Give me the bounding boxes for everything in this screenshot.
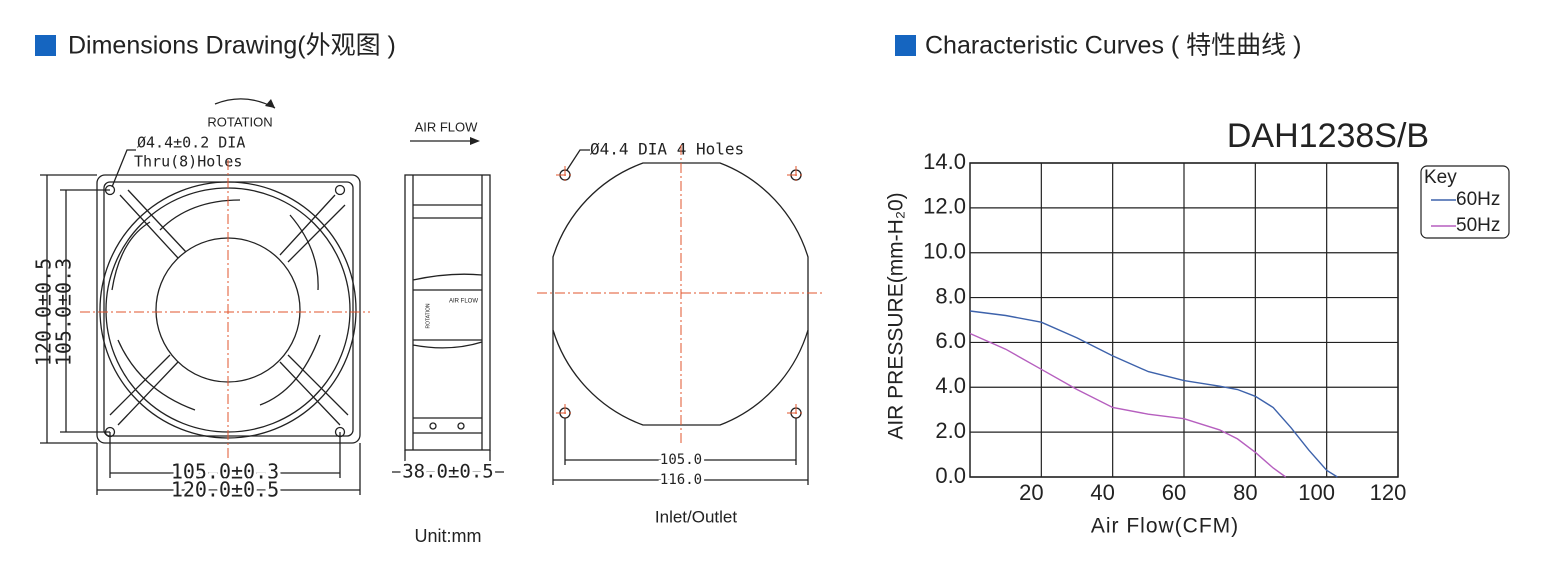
dimension-label: 120.0±0.5	[171, 478, 279, 502]
x-tick-label: 40	[1090, 480, 1114, 505]
x-tick-label: 80	[1233, 480, 1257, 505]
center-lines	[80, 160, 370, 460]
sticker-text: ROTATION	[425, 303, 431, 328]
chart: DAH1238S/B Air Flow(CFM) AIR PRESSURE(mm…	[885, 117, 1430, 538]
hole	[429, 422, 437, 430]
dimension-lines	[552, 330, 809, 485]
y-tick-label: 14.0	[923, 149, 966, 174]
y-tick-label: 2.0	[935, 418, 966, 443]
label-halo: 38.0±0.5	[402, 461, 494, 483]
y-tick-label: 0.0	[935, 463, 966, 488]
chart-title: DAH1238S/B	[1227, 117, 1429, 155]
dimension-label: 38.0±0.5	[402, 461, 494, 483]
hole	[457, 422, 465, 430]
dimension-label: 120.0±0.5	[32, 258, 56, 366]
hole-note: Ø4.4 DIA 4 Holes	[590, 140, 744, 159]
side-body	[404, 174, 491, 451]
series-line	[969, 332, 1287, 478]
header-marker	[35, 35, 56, 56]
rotation-label: ROTATION	[207, 114, 272, 129]
dimension-label: 116.0	[660, 472, 702, 488]
y-tick-label: 8.0	[935, 283, 966, 308]
side-view: AIR FLOW AIR FLOW ROTATION 38.0±0.5 38.0…	[392, 119, 504, 546]
y-tick-label: 10.0	[923, 239, 966, 264]
air-flow-label: AIR FLOW	[415, 119, 479, 134]
y-tick-label: 4.0	[935, 373, 966, 398]
dimension-lines	[392, 450, 504, 478]
label-halo: 105.0	[660, 452, 702, 468]
arrow-head	[265, 99, 275, 108]
section-title: Dimensions Drawing(外观图 )	[68, 32, 396, 60]
side-details	[412, 175, 483, 450]
legend-box	[1420, 165, 1510, 239]
front-view: ROTATION Ø4.4±0.2 DIA Thru(8)Holes 120.0…	[32, 98, 370, 505]
rotation-arrow	[214, 98, 276, 109]
hole-note: Thru(8)Holes	[134, 153, 242, 171]
dimension-label: 105.0±0.3	[171, 460, 279, 484]
x-axis-label: Air Flow(CFM)	[1091, 515, 1239, 538]
unit-label: Unit:mm	[415, 526, 482, 546]
label-halo: 120.0±0.5	[171, 478, 279, 502]
dimension-label: 105.0	[660, 452, 702, 468]
label-halo: 116.0	[660, 472, 702, 488]
y-tick-label: 6.0	[935, 328, 966, 353]
dimension-lines	[40, 174, 361, 495]
struts	[109, 189, 349, 426]
leader	[566, 149, 590, 171]
y-tick-label: 12.0	[923, 194, 966, 219]
x-tick-label: 120	[1370, 480, 1407, 505]
legend-title: Key	[1424, 167, 1457, 188]
plot-frame	[969, 162, 1399, 478]
caption: Inlet/Outlet	[655, 507, 737, 526]
legend-label: 60Hz	[1456, 189, 1500, 210]
y-axis-label: AIR PRESSURE(mm-H₂0)	[885, 192, 908, 439]
x-tick-label: 100	[1298, 480, 1335, 505]
dimension-label: 105.0±0.3	[52, 258, 76, 366]
panel-outline	[552, 162, 809, 426]
panel-view: Ø4.4 DIA 4 Holes 105.0 105.0 116.0 116.0…	[537, 140, 825, 526]
label-halo: 105.0±0.3	[171, 460, 279, 484]
x-tick-label: 60	[1162, 480, 1186, 505]
x-tick-label: 20	[1019, 480, 1043, 505]
center-lines	[537, 145, 825, 445]
hole-note: Ø4.4±0.2 DIA	[137, 134, 245, 152]
series-line	[969, 310, 1338, 478]
header-marker	[895, 35, 916, 56]
sticker-text: AIR FLOW	[449, 299, 478, 305]
blades	[111, 199, 321, 411]
legend-label: 50Hz	[1456, 215, 1500, 236]
arrow-head	[470, 137, 480, 145]
section-title: Characteristic Curves ( 特性曲线 )	[925, 32, 1301, 60]
